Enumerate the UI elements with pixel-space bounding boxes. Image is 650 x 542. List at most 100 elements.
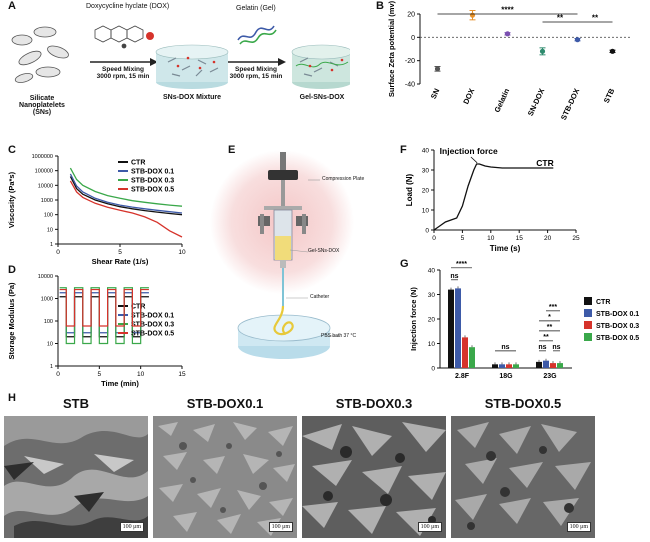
- bar: [448, 289, 454, 368]
- sn-label: Silicate Nanoplatelets (SNs): [19, 95, 65, 116]
- legend-swatch: [584, 309, 592, 317]
- x-tick-label: Gelatin: [492, 87, 511, 114]
- significance-label: ns: [450, 273, 458, 280]
- y-axis-label: Storage Modulus (Pa): [7, 282, 16, 360]
- series-line: [69, 167, 183, 207]
- legend-label: CTR: [596, 299, 610, 306]
- arrow-icon: [228, 58, 286, 66]
- significance-label: **: [547, 324, 553, 331]
- significance-label: ns: [552, 344, 560, 351]
- y-tick-label: 10000: [38, 274, 53, 280]
- bar: [469, 347, 475, 368]
- panel-label-g: G: [400, 258, 409, 270]
- y-tick-label: 20: [407, 12, 415, 19]
- bar: [462, 337, 468, 368]
- bar: [513, 364, 519, 368]
- storage-modulus-chart: 10000 1000 100 10 10 5 10 15 Time (min) Storage M…: [7, 274, 186, 388]
- x-tick-label: 18G: [499, 373, 513, 380]
- series-line: [69, 173, 183, 214]
- data-point: [434, 66, 441, 72]
- legend-label: STB-DOX 0.5: [596, 335, 639, 342]
- scale-bar-dox01: 100 μm: [268, 522, 293, 532]
- y-tick-label: 100: [44, 319, 53, 325]
- legend-label: CTR: [131, 160, 145, 167]
- sem-title-dox03: STB-DOX0.3: [335, 396, 413, 411]
- gel-dish-icon: [291, 44, 350, 89]
- panel-g: G 0 10 20 30 40 2.8F 18G 23G Injection force (N)…: [390, 256, 650, 391]
- y-axis-label: Surface Zeta potential (mv): [387, 0, 396, 97]
- final-label: Gel-SNs-DOX: [299, 94, 345, 101]
- legend-label: STB-DOX 0.3: [596, 323, 639, 330]
- mix2-step: Speed Mixing 3000 rpm, 15 min: [229, 66, 283, 80]
- scale-bar-dox05: 100 μm: [566, 522, 591, 532]
- bar: [455, 288, 461, 368]
- x-tick-label: 15: [178, 371, 186, 378]
- legend-label: STB-DOX 0.1: [596, 311, 639, 318]
- x-tick-label: DOX: [461, 87, 476, 106]
- bath-label: PBS bath 37 °C: [321, 333, 357, 339]
- injection-force-chart: 0 10 20 30 40 2.8F 18G 23G Injection force (N) CT…: [409, 261, 639, 380]
- dox-molecule-icon: [94, 25, 154, 49]
- y-tick-label: 10000: [38, 183, 53, 189]
- panel-c: C 1000000 100000 10000 1000 100 10 1 0 5 10 Shear …: [0, 140, 200, 280]
- y-tick-label: 1: [50, 242, 53, 248]
- x-tick-label: SN: [429, 87, 442, 100]
- bar: [536, 361, 542, 368]
- legend-label: STB-DOX 0.5: [131, 331, 174, 338]
- catheter-label: Catheter: [310, 294, 330, 300]
- x-tick-label: STB: [602, 87, 617, 105]
- x-tick-label: 15: [516, 235, 524, 242]
- legend-label: STB-DOX 0.1: [131, 313, 174, 320]
- sem-texture: [153, 416, 297, 538]
- y-tick-label: 0: [431, 366, 435, 373]
- mixture-dish-icon: [155, 44, 229, 89]
- significance-label: ns: [501, 344, 509, 351]
- data-point: [539, 48, 546, 54]
- gelatin-strand-icon: [237, 25, 277, 45]
- y-tick-label: 30: [422, 168, 430, 175]
- significance-label: ***: [549, 304, 557, 311]
- y-tick-label: -20: [405, 58, 415, 65]
- x-tick-label: 20: [544, 235, 552, 242]
- sem-title-dox01: STB-DOX0.1: [186, 396, 264, 411]
- legend-label: STB-DOX 0.3: [131, 322, 174, 329]
- data-point: [609, 48, 616, 54]
- bar: [506, 364, 512, 368]
- x-axis-label: Time (min): [101, 379, 139, 388]
- bar: [499, 364, 505, 368]
- y-tick-label: 10: [47, 342, 53, 348]
- mixture-label: SNs-DOX Mixture: [163, 94, 221, 101]
- nanoplatelet-icon: [11, 26, 69, 83]
- x-tick-label: 10: [178, 249, 186, 256]
- compression-plate-icon: [268, 152, 298, 180]
- arrow-icon: [90, 58, 158, 66]
- x-tick-label: 10: [487, 235, 495, 242]
- legend-label: CTR: [131, 304, 145, 311]
- legend-swatch: [584, 333, 592, 341]
- bar: [557, 363, 563, 368]
- significance-label: ****: [501, 6, 514, 15]
- x-tick-label: 2.8F: [455, 373, 470, 380]
- data-point: [469, 12, 476, 18]
- significance-label: *: [548, 314, 551, 321]
- legend-label: STB-DOX 0.5: [131, 187, 174, 194]
- syringe-icon: [258, 180, 308, 268]
- legend-label: STB-DOX 0.3: [131, 178, 174, 185]
- panel-label-d: D: [8, 264, 16, 276]
- panel-label-a: A: [8, 0, 16, 12]
- y-tick-label: 100000: [35, 169, 53, 175]
- x-tick-label: 5: [98, 371, 102, 378]
- y-tick-label: 40: [428, 268, 436, 275]
- compression-plate-label: Compression Plate: [322, 176, 365, 182]
- y-tick-label: 1000: [41, 198, 53, 204]
- y-tick-label: 20: [422, 188, 430, 195]
- significance-label: **: [557, 14, 564, 23]
- zeta-chart: -40 -20 0 20 Surface Zeta potential (mv) SN DO…: [387, 0, 630, 121]
- x-axis-label: Time (s): [490, 244, 521, 253]
- load-chart: 0 10 20 30 40 0 5 10 15 20 25 Time (s) Load (N) CTR In…: [405, 146, 580, 253]
- viscosity-chart: 1000000 100000 10000 1000 100 10 10 5 10 Shear Ra…: [7, 154, 186, 266]
- y-tick-label: 20: [428, 317, 436, 324]
- panel-a-illustration: [11, 25, 350, 89]
- x-tick-label: 10: [137, 371, 145, 378]
- mix1-step: Speed Mixing 3000 rpm, 15 min: [96, 66, 150, 80]
